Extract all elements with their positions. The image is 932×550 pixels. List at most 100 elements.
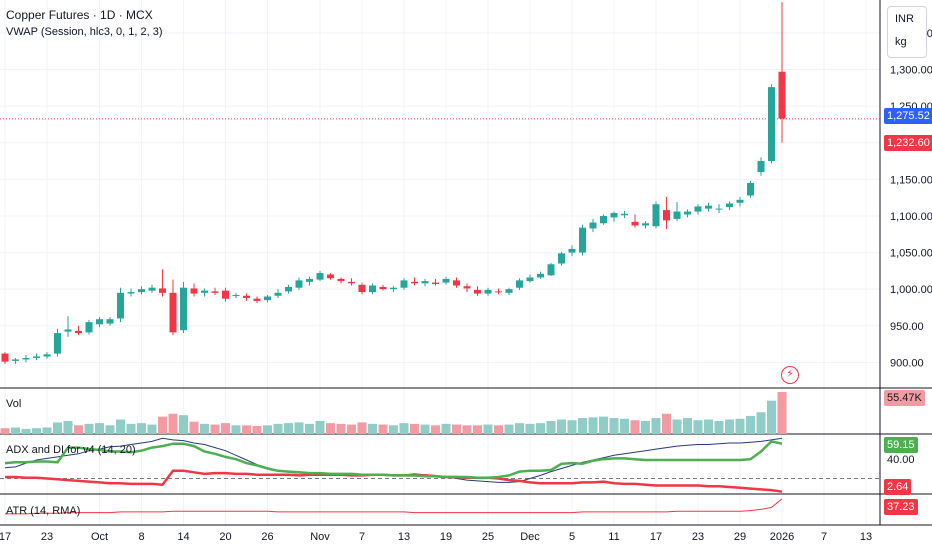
- unit-selector[interactable]: INR kg: [887, 6, 927, 58]
- candle: [558, 251, 565, 266]
- candle-body: [694, 206, 702, 212]
- candle: [768, 84, 775, 164]
- volume-bar: [200, 423, 209, 434]
- candle-body: [453, 280, 460, 286]
- candle-body: [85, 322, 93, 333]
- volume-bar: [483, 424, 493, 434]
- price-pane[interactable]: [0, 2, 880, 364]
- candle: [285, 284, 292, 294]
- price-tick-label: 1,100.00: [890, 211, 932, 223]
- volume-bar: [746, 415, 755, 434]
- atr-line: [5, 498, 783, 515]
- candle: [43, 352, 51, 359]
- volume-bar: [452, 424, 461, 434]
- candle-body: [306, 278, 313, 282]
- candle: [85, 319, 93, 335]
- volume-bar: [63, 420, 73, 434]
- candle: [537, 271, 544, 279]
- volume-bar: [158, 416, 167, 434]
- candle: [274, 289, 282, 298]
- candle-body: [316, 273, 324, 280]
- candle-body: [757, 161, 765, 173]
- volume-bar: [683, 418, 692, 434]
- atr-value-tag: 37.23: [884, 499, 918, 515]
- last-price-tag: 1,232.60: [884, 135, 932, 151]
- candle-body: [768, 87, 775, 162]
- volume-bar: [462, 425, 472, 434]
- volume-bar: [536, 423, 545, 434]
- volume-bar: [410, 423, 419, 434]
- candle-body: [327, 274, 334, 279]
- volume-bar: [284, 423, 293, 434]
- volume-bar: [147, 424, 157, 434]
- volume-bar: [714, 420, 724, 434]
- candle-body: [684, 211, 691, 215]
- volume-bar: [662, 413, 671, 434]
- candle-body: [736, 199, 744, 203]
- candle: [610, 211, 618, 222]
- candle-body: [589, 222, 597, 229]
- candle: [726, 201, 733, 211]
- candle-body: [505, 289, 513, 293]
- volume-bar: [0, 428, 10, 434]
- time-tick-label: 13: [860, 531, 872, 543]
- candle: [432, 278, 439, 286]
- candle: [600, 214, 607, 225]
- volume-pane: [0, 392, 787, 434]
- di-minus-line: [5, 469, 783, 493]
- time-axis[interactable]: 17 23 Oct 8 14 20 26 Nov 7 13 19 25 Dec 5 11 17 23 29 2026…: [0, 531, 872, 543]
- grid: [0, 0, 932, 526]
- time-tick-label: 11: [608, 531, 619, 543]
- prev-close-tag: 1,275.52: [884, 108, 932, 124]
- volume-bar: [11, 427, 20, 434]
- volume-bar: [336, 423, 346, 434]
- candle-body: [12, 359, 19, 361]
- time-tick-label: 29: [734, 531, 746, 543]
- volume-bar: [179, 415, 188, 434]
- price-axis[interactable]: 900.00 950.00 1,000.00 1,050.00 1,100.00 1,15…: [890, 28, 932, 369]
- candle-body: [190, 288, 198, 294]
- volume-bar: [557, 419, 566, 434]
- volume-bar: [263, 425, 272, 434]
- volume-bar: [74, 425, 83, 434]
- candle: [411, 277, 418, 286]
- candle: [705, 202, 712, 212]
- volume-bar: [599, 416, 608, 434]
- lightning-icon[interactable]: ⚡: [781, 366, 799, 384]
- candle-body: [421, 281, 429, 284]
- volume-legend[interactable]: Vol: [6, 398, 22, 410]
- time-tick-label: 2026: [770, 531, 794, 543]
- unit-label: kg: [895, 36, 907, 48]
- candle-body: [516, 280, 523, 288]
- candle-body: [652, 204, 660, 227]
- candle: [757, 157, 765, 176]
- vwap-legend[interactable]: VWAP (Session, hlc3, 0, 1, 2, 3): [6, 26, 163, 38]
- candle-body: [337, 278, 345, 282]
- time-tick-label: 14: [177, 531, 189, 543]
- candle-body: [127, 292, 135, 294]
- adx-legend[interactable]: ADX and DI for v4 (14, 20): [6, 444, 136, 456]
- candle-body: [33, 356, 40, 358]
- candle: [106, 316, 114, 326]
- volume-bar: [305, 423, 314, 434]
- volume-bar: [53, 422, 62, 434]
- candle-body: [274, 292, 282, 296]
- candle: [547, 262, 555, 276]
- candle: [589, 218, 597, 233]
- price-tick-label: 900.00: [890, 357, 924, 369]
- volume-bar: [620, 418, 629, 434]
- candle-body: [778, 71, 786, 119]
- volume-bar: [378, 424, 388, 434]
- candle-body: [117, 292, 124, 319]
- volume-bar: [777, 392, 787, 434]
- volume-bar: [504, 424, 514, 434]
- candle: [316, 270, 324, 282]
- candle-body: [400, 280, 408, 288]
- atr-legend[interactable]: ATR (14, RMA): [6, 505, 81, 517]
- price-tick-label: 1,300.00: [890, 65, 932, 77]
- volume-bar: [42, 427, 52, 434]
- candle-body: [201, 290, 208, 293]
- candle: [747, 180, 754, 198]
- volume-bar: [546, 420, 556, 434]
